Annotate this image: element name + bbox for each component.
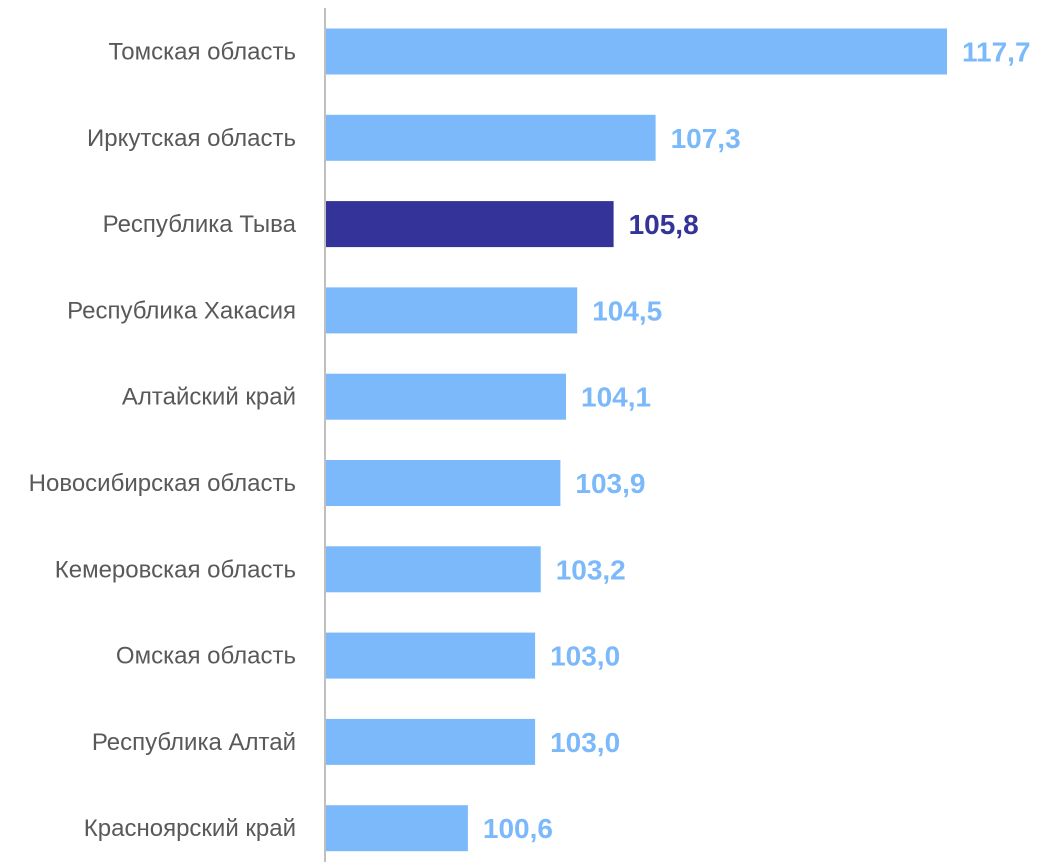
value-label: 104,1 xyxy=(581,382,651,413)
value-label: 104,5 xyxy=(592,295,662,326)
category-label: Алтайский край xyxy=(122,384,296,411)
category-label: Республика Хакасия xyxy=(67,297,296,324)
value-label: 103,0 xyxy=(550,727,620,758)
bars-group xyxy=(325,28,947,852)
category-label: Томская область xyxy=(108,39,296,66)
category-label: Республика Тыва xyxy=(103,211,297,238)
value-label: 103,0 xyxy=(550,641,620,672)
category-label: Новосибирская область xyxy=(29,470,296,497)
bar-1 xyxy=(325,28,947,75)
category-label: Республика Алтай xyxy=(92,729,296,756)
value-label: 117,7 xyxy=(962,37,1031,68)
bar-4 xyxy=(325,287,578,334)
value-label: 100,6 xyxy=(483,813,553,844)
value-label: 103,9 xyxy=(575,468,645,499)
value-label: 103,2 xyxy=(556,554,626,585)
bar-8 xyxy=(325,632,536,679)
bar-6 xyxy=(325,460,561,506)
category-label: Омская область xyxy=(116,643,296,670)
bar-10 xyxy=(325,805,468,852)
category-labels-group: Томская область Иркутская область Республи… xyxy=(29,39,297,843)
category-label: Иркутская область xyxy=(87,125,296,152)
value-labels-group: 117,7 107,3 105,8 104,5 104,1 103,9 103,2 103,0… xyxy=(483,37,1031,845)
bar-2 xyxy=(325,114,656,161)
bar-7 xyxy=(325,546,541,593)
category-label: Кемеровская область xyxy=(55,556,296,583)
value-label: 105,8 xyxy=(629,209,699,240)
bar-9 xyxy=(325,718,536,765)
bar-3 xyxy=(325,201,614,248)
value-label: 107,3 xyxy=(671,123,741,154)
bar-5 xyxy=(325,373,566,420)
category-label: Красноярский край xyxy=(84,815,296,842)
